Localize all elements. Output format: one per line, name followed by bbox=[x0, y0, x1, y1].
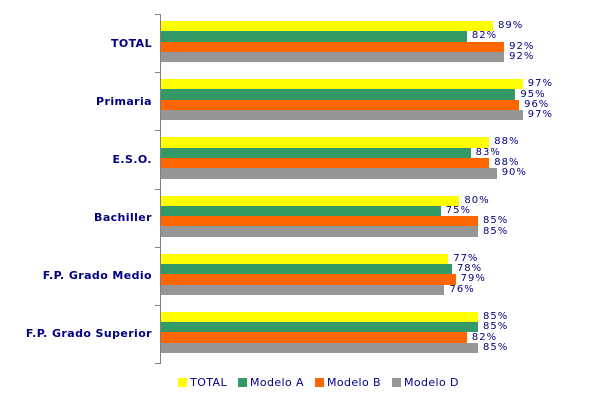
legend-label: Modelo D bbox=[403, 376, 459, 389]
bar-value-label: 97% bbox=[527, 78, 554, 90]
bar bbox=[161, 168, 497, 179]
bar bbox=[161, 205, 441, 217]
bar bbox=[161, 41, 505, 52]
plot-area: 89% 82% 92% 92% 97% 95% 96% 97% 88% 83% 88% 90% 80% 7… bbox=[155, 14, 552, 364]
bar bbox=[161, 157, 490, 169]
category-label: F.P. Grado Medio bbox=[42, 269, 152, 283]
axis-tick bbox=[155, 72, 161, 74]
category-row: 88% 83% 88% 90% bbox=[161, 130, 534, 188]
bar-value-label: 76% bbox=[449, 283, 475, 295]
category-label: E.S.O. bbox=[112, 152, 152, 166]
bar bbox=[161, 226, 479, 237]
bar-value-label: 85% bbox=[483, 215, 509, 227]
axis-tick bbox=[155, 363, 161, 364]
category-row: 80% 75% 85% 85% bbox=[161, 189, 534, 247]
bar bbox=[161, 147, 471, 158]
axis-tick bbox=[155, 246, 161, 248]
category-row: 77% 78% 79% 76% bbox=[161, 247, 534, 305]
bar-value-label: 85% bbox=[483, 311, 509, 322]
bar-value-label: 85% bbox=[483, 321, 509, 333]
bar-value-label: 82% bbox=[471, 331, 498, 343]
category-label: TOTAL bbox=[110, 36, 152, 50]
legend-swatch bbox=[237, 378, 247, 387]
bar-value-label: 75% bbox=[445, 204, 471, 216]
bar-value-label: 79% bbox=[460, 273, 486, 285]
bar bbox=[161, 110, 523, 121]
bar bbox=[161, 137, 490, 148]
bar bbox=[161, 195, 460, 206]
bar-value-label: 95% bbox=[520, 88, 546, 100]
bar-value-label: 83% bbox=[475, 146, 501, 158]
category-row: 89% 82% 92% 92% bbox=[161, 14, 534, 72]
bar bbox=[161, 263, 452, 275]
category-axis-labels: TOTAL Primaria E.S.O. Bachiller F.P. Grado M… bbox=[0, 14, 152, 363]
legend-item: Modelo B bbox=[314, 376, 381, 389]
bar bbox=[161, 216, 479, 227]
bar bbox=[161, 332, 467, 343]
bar bbox=[161, 79, 523, 90]
bar bbox=[161, 21, 493, 32]
bar-value-label: 77% bbox=[453, 252, 479, 264]
bar bbox=[161, 284, 445, 295]
bar bbox=[161, 31, 467, 42]
bar-value-label: 82% bbox=[471, 30, 498, 42]
axis-tick bbox=[155, 130, 161, 132]
bar-value-label: 92% bbox=[509, 51, 535, 63]
bar bbox=[161, 274, 456, 285]
category-label: Primaria bbox=[96, 94, 152, 108]
legend-item: Modelo D bbox=[391, 376, 459, 389]
category-label: Bachiller bbox=[94, 211, 152, 225]
legend-swatch bbox=[178, 378, 188, 387]
legend-label: Modelo B bbox=[326, 376, 381, 389]
bar-value-label: 88% bbox=[494, 136, 520, 148]
bar bbox=[161, 253, 449, 264]
bar bbox=[161, 51, 505, 63]
legend: TOTAL Modelo A Modelo B Modelo D bbox=[0, 376, 613, 389]
legend-label: Modelo A bbox=[249, 376, 304, 389]
bar-value-label: 97% bbox=[527, 109, 554, 121]
bar bbox=[161, 311, 479, 323]
category-row: 85% 85% 82% 85% bbox=[161, 305, 534, 363]
bar-value-label: 78% bbox=[456, 263, 483, 275]
legend-swatch bbox=[314, 378, 324, 387]
bar-value-label: 96% bbox=[524, 98, 550, 110]
axis-tick bbox=[155, 14, 161, 15]
bar-value-label: 85% bbox=[483, 341, 509, 353]
bar bbox=[161, 89, 516, 100]
bar-value-label: 89% bbox=[497, 20, 524, 32]
bar-value-label: 90% bbox=[501, 167, 527, 179]
legend-label: TOTAL bbox=[190, 376, 227, 389]
bar-value-label: 88% bbox=[494, 157, 520, 169]
legend-item: Modelo A bbox=[237, 376, 304, 389]
bar-value-label: 92% bbox=[509, 40, 535, 52]
bar bbox=[161, 99, 520, 111]
category-row: 97% 95% 96% 97% bbox=[161, 72, 552, 130]
bar-value-label: 85% bbox=[483, 225, 509, 237]
legend-swatch bbox=[391, 378, 401, 387]
bar bbox=[161, 322, 479, 333]
axis-tick bbox=[155, 304, 161, 306]
bar bbox=[161, 342, 479, 354]
category-label: F.P. Grado Superior bbox=[25, 327, 152, 341]
bar-value-label: 80% bbox=[464, 194, 490, 206]
axis-tick bbox=[155, 188, 161, 190]
legend-item: TOTAL bbox=[178, 376, 227, 389]
